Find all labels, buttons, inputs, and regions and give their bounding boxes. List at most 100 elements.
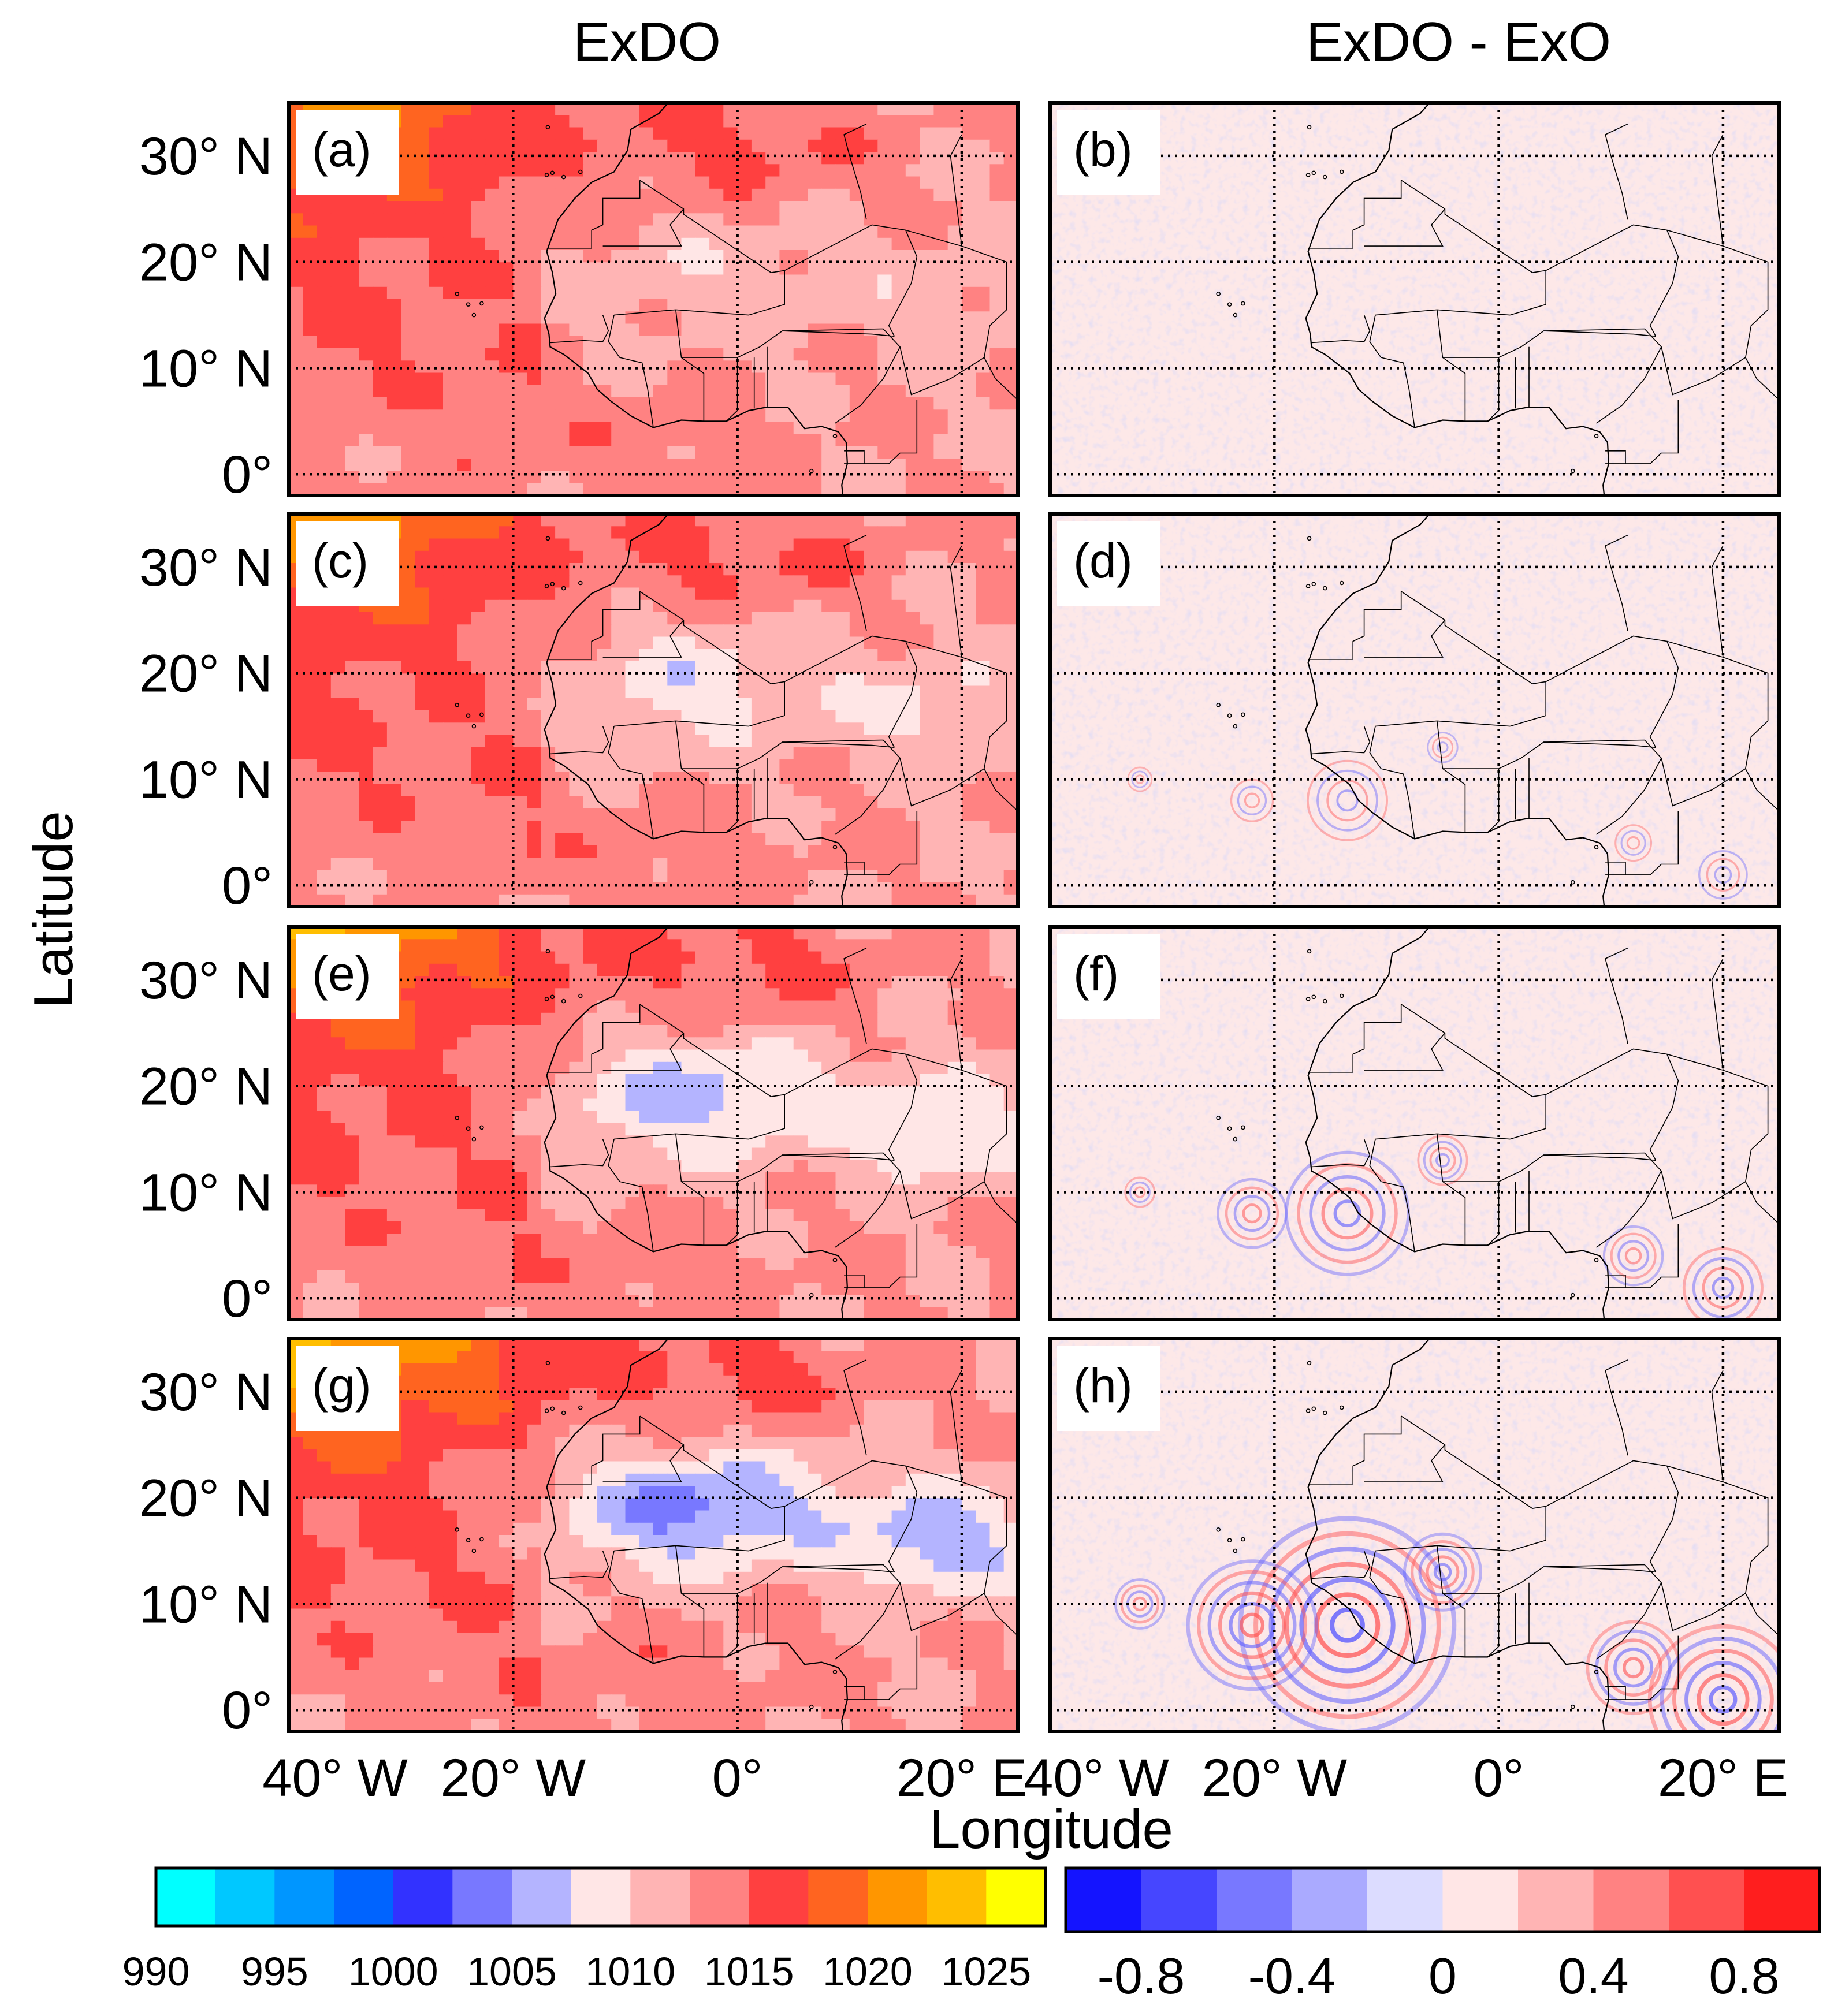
contour-cell bbox=[345, 262, 360, 275]
contour-cell bbox=[639, 1221, 654, 1235]
contour-cell bbox=[611, 796, 626, 809]
contour-cell bbox=[779, 115, 794, 128]
contour-cell bbox=[891, 422, 906, 435]
contour-cell bbox=[905, 821, 920, 834]
contour-cell bbox=[765, 894, 780, 907]
contour-cell bbox=[905, 459, 920, 472]
contour-cell bbox=[709, 360, 724, 374]
contour-cell bbox=[793, 1221, 808, 1235]
contour-cell bbox=[499, 1049, 514, 1063]
contour-cell bbox=[751, 710, 766, 724]
contour-cell bbox=[920, 348, 935, 362]
contour-cell bbox=[947, 685, 962, 699]
contour-cell bbox=[303, 870, 318, 883]
contour-cell bbox=[317, 237, 332, 251]
contour-cell bbox=[961, 152, 976, 165]
contour-cell bbox=[485, 1246, 500, 1259]
contour-cell bbox=[864, 951, 879, 964]
contour-cell bbox=[835, 274, 850, 288]
contour-cell bbox=[317, 894, 332, 907]
contour-cell bbox=[877, 988, 892, 1001]
contour-cell bbox=[555, 188, 570, 202]
contour-cell bbox=[653, 624, 668, 638]
contour-cell bbox=[527, 1074, 542, 1087]
contour-cell bbox=[457, 103, 472, 116]
contour-cell bbox=[891, 213, 906, 226]
contour-cell bbox=[976, 299, 991, 312]
contour-cell bbox=[779, 1074, 794, 1087]
contour-cell bbox=[527, 115, 542, 128]
contour-cell bbox=[709, 1098, 724, 1112]
contour-cell bbox=[751, 483, 766, 495]
contour-cell bbox=[877, 336, 892, 349]
contour-cell bbox=[976, 286, 991, 300]
contour-cell bbox=[330, 459, 345, 472]
contour-cell bbox=[849, 1246, 864, 1259]
contour-cell bbox=[443, 526, 458, 539]
contour-cell bbox=[457, 1049, 472, 1063]
contour-cell bbox=[808, 636, 823, 650]
contour-cell bbox=[695, 796, 710, 809]
contour-cell bbox=[947, 348, 962, 362]
contour-cell bbox=[317, 385, 332, 398]
contour-cell bbox=[415, 845, 430, 858]
contour-cell bbox=[499, 939, 514, 952]
country-border bbox=[1375, 180, 1547, 316]
contour-cell bbox=[695, 188, 710, 202]
contour-cell bbox=[933, 213, 948, 226]
contour-cell bbox=[765, 612, 780, 625]
contour-cell bbox=[499, 624, 514, 638]
contour-cell bbox=[457, 201, 472, 214]
contour-cell bbox=[485, 845, 500, 858]
contour-cell bbox=[1003, 115, 1018, 128]
country-border bbox=[782, 739, 901, 835]
contour-cell bbox=[961, 409, 976, 423]
contour-cell bbox=[386, 1147, 401, 1161]
contour-cell bbox=[471, 939, 486, 952]
contour-cell bbox=[289, 1160, 304, 1173]
contour-cell bbox=[751, 385, 766, 398]
contour-cell bbox=[737, 882, 752, 895]
contour-cell bbox=[569, 1221, 584, 1235]
contour-cell bbox=[555, 459, 570, 472]
contour-cell bbox=[625, 1246, 640, 1259]
contour-cell bbox=[947, 951, 962, 964]
contour-cell bbox=[429, 1074, 444, 1087]
contour-cell bbox=[401, 882, 416, 895]
country-border bbox=[1442, 330, 1656, 358]
contour-cell bbox=[541, 201, 556, 214]
contour-cell bbox=[989, 1135, 1005, 1149]
contour-cell bbox=[877, 833, 892, 846]
contour-cell bbox=[864, 927, 879, 940]
contour-cell bbox=[513, 673, 528, 687]
contour-cell bbox=[457, 1197, 472, 1210]
contour-cell bbox=[569, 624, 584, 638]
contour-cell bbox=[429, 870, 444, 883]
contour-cell bbox=[345, 649, 360, 662]
contour-cell bbox=[513, 550, 528, 564]
contour-cell bbox=[864, 796, 879, 809]
contour-cell bbox=[653, 514, 668, 527]
contour-cell bbox=[793, 1160, 808, 1173]
contour-cell bbox=[737, 237, 752, 251]
contour-cell bbox=[457, 673, 472, 687]
contour-cell bbox=[947, 698, 962, 711]
island bbox=[1216, 291, 1221, 296]
contour-cell bbox=[737, 348, 752, 362]
contour-cell bbox=[373, 459, 388, 472]
contour-cell bbox=[485, 1061, 500, 1075]
contour-cell bbox=[821, 808, 836, 822]
contour-cell bbox=[695, 1246, 710, 1259]
contour-cell bbox=[386, 649, 401, 662]
contour-cell bbox=[597, 471, 612, 484]
contour-cell bbox=[317, 858, 332, 871]
contour-cell bbox=[891, 237, 906, 251]
contour-cell bbox=[303, 1221, 318, 1235]
contour-cell bbox=[1003, 796, 1018, 809]
contour-cell bbox=[443, 1000, 458, 1013]
contour-cell bbox=[471, 483, 486, 495]
contour-cell bbox=[583, 821, 598, 834]
contour-cell bbox=[695, 127, 710, 140]
contour-cell bbox=[471, 1209, 486, 1222]
contour-cell bbox=[835, 311, 850, 325]
